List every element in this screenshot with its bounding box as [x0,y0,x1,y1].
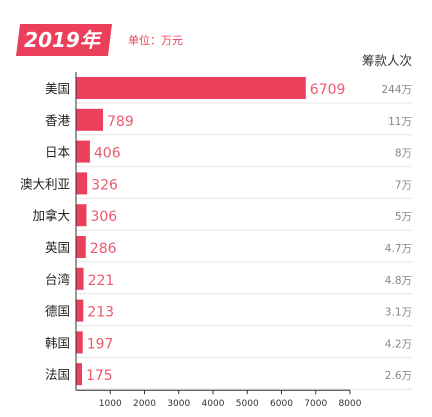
bar-value-label: 406 [94,146,121,162]
bar-row: 韩国 197 4.2万 [45,331,412,358]
x-tick-label: 2000 [133,399,156,409]
right-count-label: 4.8万 [385,275,412,287]
year-badge: 2019年 [16,24,112,56]
bar-value-label: 6709 [310,82,346,98]
bar [76,236,86,258]
category-label: 美国 [45,81,70,96]
right-count-label: 5万 [395,211,412,223]
year-badge-text: 2019年 [24,28,103,52]
right-count-label: 11万 [388,116,412,128]
bar-row: 美国 6709 244万 [45,77,412,104]
right-count-label: 2.6万 [385,370,412,382]
right-column-title: 筹款人次 [362,53,412,68]
x-axis: 1000 2000 3000 4000 5000 6000 7000 8000 [75,72,362,409]
bar [76,204,87,227]
category-label: 英国 [45,240,70,255]
bar-value-label: 789 [107,114,134,130]
right-count-label: 244万 [381,84,412,96]
category-label: 韩国 [45,335,70,350]
bar-value-label: 326 [91,177,118,193]
bar-row: 台湾 221 4.8万 [45,267,412,295]
bar-value-label: 286 [90,241,117,257]
x-tick-label: 5000 [236,399,259,409]
bar [76,331,83,354]
right-count-label: 8万 [395,148,412,160]
bar-value-label: 197 [87,336,114,352]
bar-value-label: 306 [90,209,117,225]
category-label: 澳大利亚 [20,176,70,191]
bar-row: 法国 175 2.6万 [45,363,412,390]
right-count-label: 4.2万 [385,338,412,350]
x-tick-label: 8000 [339,399,362,409]
right-count-label: 4.7万 [385,243,412,255]
category-label: 台湾 [45,272,70,287]
bar-row: 日本 406 8万 [45,140,412,168]
bar [76,299,84,322]
bar [76,172,88,195]
category-label: 法国 [45,367,70,382]
bar [76,140,90,163]
category-label: 香港 [45,113,71,128]
bar-row: 德国 213 3.1万 [45,299,412,327]
bar [76,267,84,290]
x-tick-label: 1000 [99,399,122,409]
bar-value-label: 221 [88,273,115,289]
unit-label: 单位：万元 [128,33,183,47]
category-label: 加拿大 [32,208,70,223]
bar-row: 英国 286 4.7万 [45,236,412,263]
bar-row: 加拿大 306 5万 [32,204,412,231]
bar-row: 香港 789 11万 [45,108,412,136]
right-count-label: 7万 [395,179,412,191]
year-badge-background [16,24,112,56]
right-count-label: 3.1万 [385,307,412,319]
x-tick-label: 4000 [202,399,225,409]
x-tick-label: 7000 [304,399,327,409]
bar-value-label: 175 [86,368,113,384]
x-tick-label: 3000 [167,399,190,409]
bar [76,77,306,99]
bar [76,108,104,131]
bar-value-label: 213 [87,305,114,321]
category-label: 日本 [45,145,71,160]
bar [76,363,82,386]
category-label: 德国 [45,304,70,319]
bar-row: 澳大利亚 326 7万 [20,172,412,199]
x-tick-label: 6000 [270,399,293,409]
